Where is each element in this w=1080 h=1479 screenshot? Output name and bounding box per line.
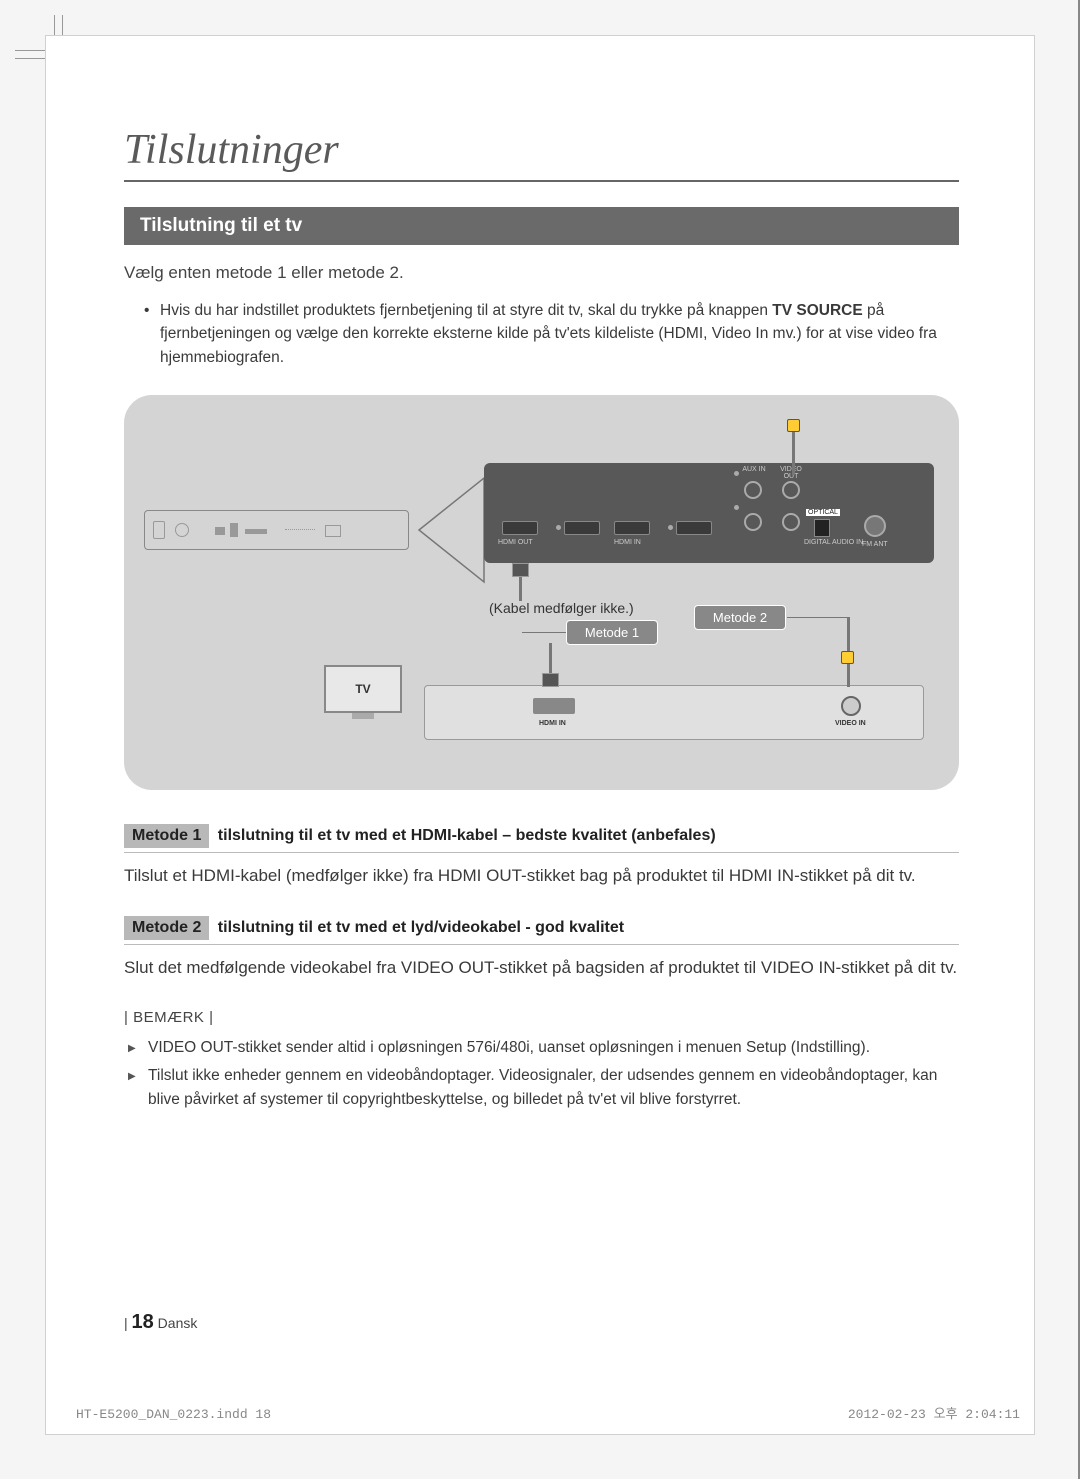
method1-row: Metode 1 tilslutning til et tv med et HD… [124, 824, 959, 853]
footer-bar: | [124, 1315, 128, 1331]
intro-text: Vælg enten metode 1 eller metode 2. [124, 263, 959, 283]
video-plug-icon [787, 419, 800, 432]
method2-pill: Metode 2 [694, 605, 786, 630]
title-rule [124, 180, 959, 182]
method1-label: Metode 1 [124, 824, 209, 848]
rear-panel: AUX IN VIDEO OUT HDMI OUT HDMI IN OPTICA… [484, 463, 934, 563]
video-out-label: VIDEO OUT [776, 466, 806, 480]
cable-note: (Kabel medfølger ikke.) [489, 600, 634, 616]
page-title: Tilslutninger [124, 126, 959, 174]
info-text-bold: TV SOURCE [772, 302, 862, 319]
method1-desc: Tilslut et HDMI-kabel (medfølger ikke) f… [124, 863, 959, 889]
hdmi-plug-bottom-icon [542, 673, 559, 687]
content-area: Tilslutninger Tilslutning til et tv Vælg… [124, 126, 959, 1116]
method1-pill: Metode 1 [566, 620, 658, 645]
method1-title: tilslutning til et tv med et HDMI-kabel … [218, 827, 716, 844]
tv-rear-bar: HDMI IN VIDEO IN [424, 685, 924, 740]
note-list: VIDEO OUT-stikket sender altid i opløsni… [128, 1036, 959, 1112]
tv-box: TV [324, 665, 402, 713]
method2-desc: Slut det medfølgende videokabel fra VIDE… [124, 955, 959, 981]
footer-lang: Dansk [158, 1315, 198, 1331]
hdmi-in-label: HDMI IN [614, 539, 641, 546]
indd-filename: HT-E5200_DAN_0223.indd 18 [76, 1407, 271, 1422]
method2-label: Metode 2 [124, 916, 209, 940]
callout-arrow-icon [414, 470, 494, 590]
optical-label: OPTICAL [806, 509, 840, 516]
digital-audio-label: DIGITAL AUDIO IN [804, 539, 863, 546]
aux-in-label: AUX IN [740, 466, 768, 473]
hdmi-plug-top-icon [512, 563, 529, 577]
info-text-pre: Hvis du har indstillet produktets fjernb… [160, 302, 772, 319]
info-bullet: Hvis du har indstillet produktets fjernb… [144, 299, 959, 369]
method2-title: tilslutning til et tv med et lyd/videoka… [218, 919, 624, 936]
note-label: | BEMÆRK | [124, 1009, 959, 1026]
hdmi-out-label: HDMI OUT [498, 539, 533, 546]
page-number: 18 [132, 1311, 154, 1333]
list-item: Tilslut ikke enheder gennem en videobånd… [128, 1064, 959, 1112]
list-item: VIDEO OUT-stikket sender altid i opløsni… [128, 1036, 959, 1060]
player-outline [144, 510, 409, 550]
section-header: Tilslutning til et tv [124, 207, 959, 245]
bottom-video-in-label: VIDEO IN [835, 720, 866, 727]
method2-row: Metode 2 tilslutning til et tv med et ly… [124, 916, 959, 945]
print-timestamp: 2012-02-23 오후 2:04:11 [848, 1403, 1020, 1422]
fm-ant-label: FM ANT [862, 541, 888, 548]
page: Tilslutninger Tilslutning til et tv Vælg… [45, 35, 1035, 1435]
page-footer: | 18 Dansk [124, 1311, 197, 1334]
video-plug-bottom-icon [841, 651, 854, 664]
bottom-hdmi-in-label: HDMI IN [539, 720, 566, 727]
connection-diagram: AUX IN VIDEO OUT HDMI OUT HDMI IN OPTICA… [124, 395, 959, 790]
video-cable-top [792, 425, 795, 475]
